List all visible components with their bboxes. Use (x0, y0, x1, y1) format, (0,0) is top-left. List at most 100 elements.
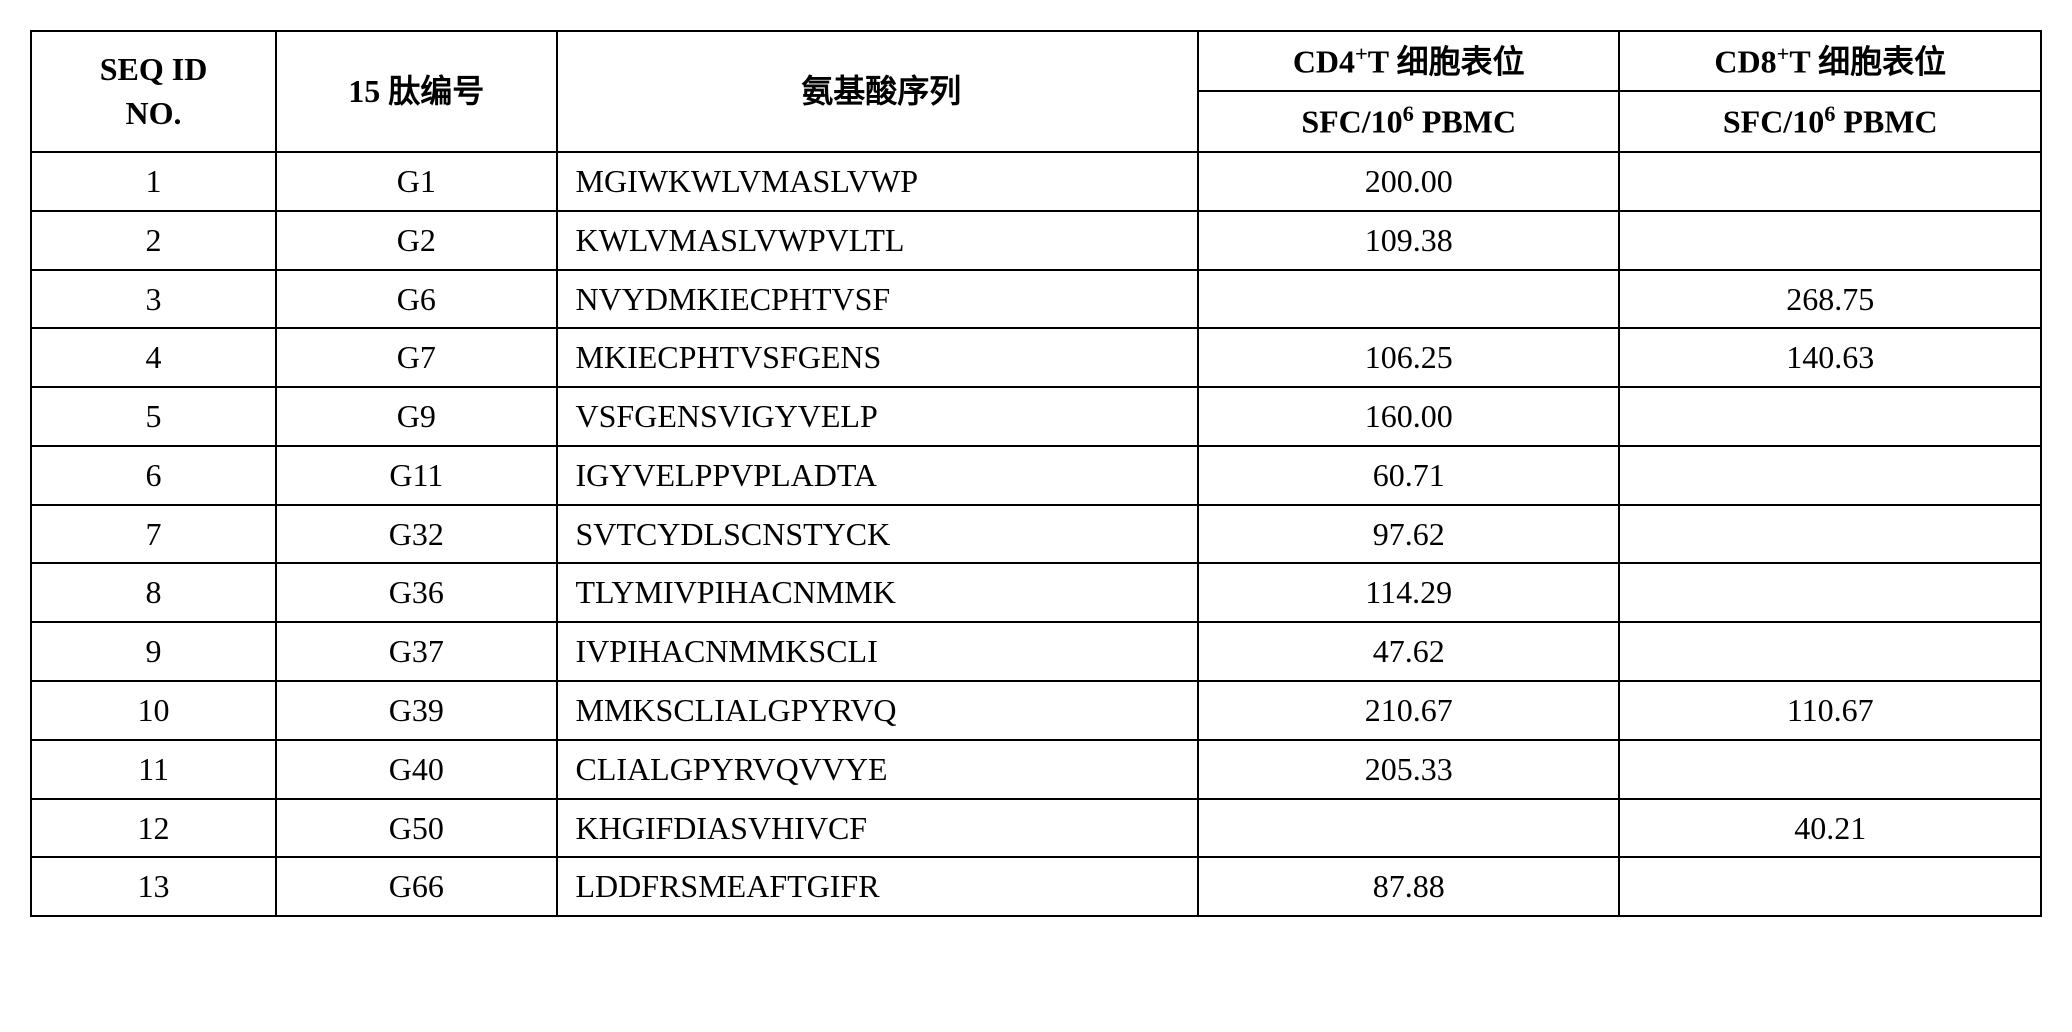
cd4-top-sup: + (1355, 41, 1368, 66)
cell-seq-id: 8 (31, 563, 276, 622)
cell-seq-id: 2 (31, 211, 276, 270)
table-row: 13G66LDDFRSMEAFTGIFR87.88 (31, 857, 2041, 916)
cell-cd8: 110.67 (1619, 681, 2041, 740)
seq-id-label-line1: SEQ ID (100, 51, 208, 87)
table-body: 1G1MGIWKWLVMASLVWP200.002G2KWLVMASLVWPVL… (31, 152, 2041, 916)
cell-cd8 (1619, 211, 2041, 270)
cell-peptide: G50 (276, 799, 556, 858)
cell-aa-seq: NVYDMKIECPHTVSF (557, 270, 1198, 329)
table-row: 5G9VSFGENSVIGYVELP160.00 (31, 387, 2041, 446)
cd8-bot-suffix: PBMC (1835, 104, 1937, 140)
cell-peptide: G6 (276, 270, 556, 329)
cell-aa-seq: VSFGENSVIGYVELP (557, 387, 1198, 446)
cell-cd4: 160.00 (1198, 387, 1620, 446)
cell-cd8 (1619, 622, 2041, 681)
seq-id-label-line2: NO. (126, 95, 182, 131)
cell-peptide: G32 (276, 505, 556, 564)
col-header-peptide: 15 肽编号 (276, 31, 556, 152)
table-row: 3G6NVYDMKIECPHTVSF 268.75 (31, 270, 2041, 329)
cell-cd4: 114.29 (1198, 563, 1620, 622)
table-row: 12G50KHGIFDIASVHIVCF 40.21 (31, 799, 2041, 858)
cell-cd8 (1619, 505, 2041, 564)
cell-seq-id: 13 (31, 857, 276, 916)
table-row: 9G37IVPIHACNMMKSCLI47.62 (31, 622, 2041, 681)
cell-seq-id: 5 (31, 387, 276, 446)
cell-peptide: G39 (276, 681, 556, 740)
cell-aa-seq: TLYMIVPIHACNMMK (557, 563, 1198, 622)
cell-peptide: G2 (276, 211, 556, 270)
table-row: 1G1MGIWKWLVMASLVWP200.00 (31, 152, 2041, 211)
table-header: SEQ ID NO. 15 肽编号 氨基酸序列 CD4+T 细胞表位 CD8+T… (31, 31, 2041, 152)
col-header-cd4-top: CD4+T 细胞表位 (1198, 31, 1620, 91)
table-row: 4G7MKIECPHTVSFGENS106.25140.63 (31, 328, 2041, 387)
cell-cd8 (1619, 446, 2041, 505)
cell-aa-seq: MMKSCLIALGPYRVQ (557, 681, 1198, 740)
cell-seq-id: 7 (31, 505, 276, 564)
cell-aa-seq: CLIALGPYRVQVVYE (557, 740, 1198, 799)
cell-seq-id: 10 (31, 681, 276, 740)
cell-peptide: G11 (276, 446, 556, 505)
table-row: 11G40CLIALGPYRVQVVYE205.33 (31, 740, 2041, 799)
table-row: 6G11IGYVELPPVPLADTA60.71 (31, 446, 2041, 505)
cd4-bot-suffix: PBMC (1414, 104, 1516, 140)
cell-seq-id: 3 (31, 270, 276, 329)
cell-cd4: 47.62 (1198, 622, 1620, 681)
cell-cd4 (1198, 799, 1620, 858)
cell-aa-seq: LDDFRSMEAFTGIFR (557, 857, 1198, 916)
cell-cd8: 40.21 (1619, 799, 2041, 858)
cell-peptide: G9 (276, 387, 556, 446)
col-header-aa-seq: 氨基酸序列 (557, 31, 1198, 152)
cell-peptide: G66 (276, 857, 556, 916)
cell-cd8 (1619, 387, 2041, 446)
cell-cd4: 106.25 (1198, 328, 1620, 387)
cell-peptide: G36 (276, 563, 556, 622)
cell-cd8 (1619, 740, 2041, 799)
cd4-bot-prefix: SFC/10 (1301, 104, 1402, 140)
cell-cd4 (1198, 270, 1620, 329)
cell-peptide: G1 (276, 152, 556, 211)
cell-seq-id: 6 (31, 446, 276, 505)
cell-seq-id: 4 (31, 328, 276, 387)
aa-seq-label: 氨基酸序列 (801, 73, 961, 109)
cell-peptide: G7 (276, 328, 556, 387)
header-row-1: SEQ ID NO. 15 肽编号 氨基酸序列 CD4+T 细胞表位 CD8+T… (31, 31, 2041, 91)
cell-cd8 (1619, 152, 2041, 211)
epitope-table: SEQ ID NO. 15 肽编号 氨基酸序列 CD4+T 细胞表位 CD8+T… (30, 30, 2042, 917)
cell-cd8 (1619, 857, 2041, 916)
cell-cd8: 268.75 (1619, 270, 2041, 329)
col-header-cd8-bottom: SFC/106 PBMC (1619, 91, 2041, 151)
col-header-cd4-bottom: SFC/106 PBMC (1198, 91, 1620, 151)
cell-cd4: 87.88 (1198, 857, 1620, 916)
cd4-bot-sup: 6 (1403, 101, 1414, 126)
col-header-seq-id: SEQ ID NO. (31, 31, 276, 152)
cd8-bot-sup: 6 (1824, 101, 1835, 126)
table-row: 7G32SVTCYDLSCNSTYCK97.62 (31, 505, 2041, 564)
cell-aa-seq: IGYVELPPVPLADTA (557, 446, 1198, 505)
cd8-top-suffix: T 细胞表位 (1789, 44, 1946, 80)
cd4-top-prefix: CD4 (1293, 44, 1355, 80)
cd4-top-suffix: T 细胞表位 (1368, 44, 1525, 80)
cd8-top-sup: + (1777, 41, 1790, 66)
table-row: 2G2KWLVMASLVWPVLTL109.38 (31, 211, 2041, 270)
cell-seq-id: 12 (31, 799, 276, 858)
cell-cd4: 109.38 (1198, 211, 1620, 270)
cell-cd8 (1619, 563, 2041, 622)
table-row: 10G39MMKSCLIALGPYRVQ210.67110.67 (31, 681, 2041, 740)
peptide-label: 15 肽编号 (348, 73, 484, 109)
cell-aa-seq: IVPIHACNMMKSCLI (557, 622, 1198, 681)
cell-peptide: G40 (276, 740, 556, 799)
cd8-top-prefix: CD8 (1714, 44, 1776, 80)
cell-seq-id: 11 (31, 740, 276, 799)
cell-cd4: 200.00 (1198, 152, 1620, 211)
cell-cd8: 140.63 (1619, 328, 2041, 387)
cell-aa-seq: KHGIFDIASVHIVCF (557, 799, 1198, 858)
cell-seq-id: 9 (31, 622, 276, 681)
cell-aa-seq: SVTCYDLSCNSTYCK (557, 505, 1198, 564)
cell-seq-id: 1 (31, 152, 276, 211)
col-header-cd8-top: CD8+T 细胞表位 (1619, 31, 2041, 91)
cell-cd4: 97.62 (1198, 505, 1620, 564)
table-row: 8G36TLYMIVPIHACNMMK114.29 (31, 563, 2041, 622)
cell-cd4: 210.67 (1198, 681, 1620, 740)
cd8-bot-prefix: SFC/10 (1723, 104, 1824, 140)
cell-cd4: 205.33 (1198, 740, 1620, 799)
